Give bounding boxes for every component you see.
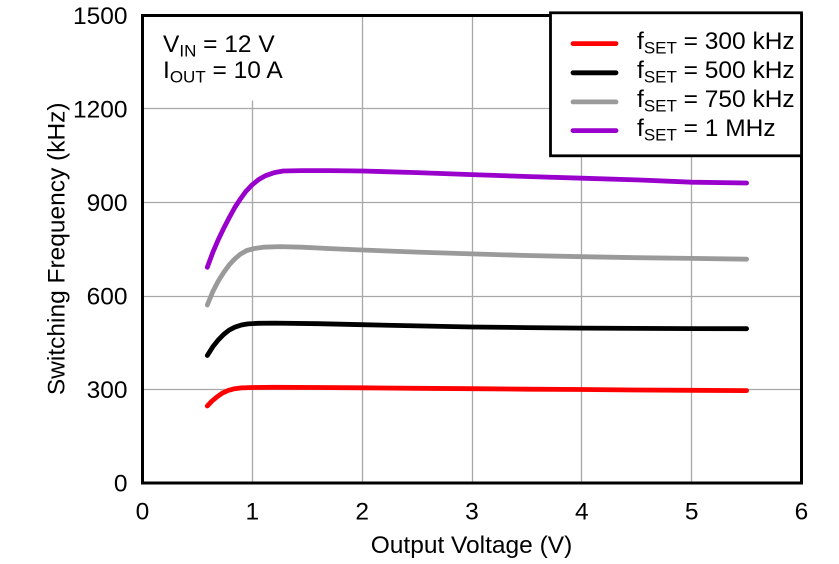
svg-text:Output Voltage (V): Output Voltage (V) <box>371 532 573 559</box>
svg-text:1500: 1500 <box>73 3 128 30</box>
svg-text:Switching Frequency (kHz): Switching Frequency (kHz) <box>44 102 71 395</box>
svg-text:0: 0 <box>114 470 128 497</box>
svg-text:fSET = 750 kHz: fSET = 750 kHz <box>637 86 795 115</box>
svg-text:4: 4 <box>575 498 589 525</box>
svg-text:600: 600 <box>87 283 128 310</box>
svg-text:0: 0 <box>136 498 150 525</box>
svg-text:1: 1 <box>245 498 259 525</box>
svg-text:2: 2 <box>355 498 369 525</box>
svg-text:1200: 1200 <box>73 96 128 123</box>
svg-text:3: 3 <box>465 498 479 525</box>
svg-text:6: 6 <box>795 498 809 525</box>
svg-text:900: 900 <box>87 190 128 217</box>
svg-text:300: 300 <box>87 377 128 404</box>
svg-text:5: 5 <box>685 498 699 525</box>
